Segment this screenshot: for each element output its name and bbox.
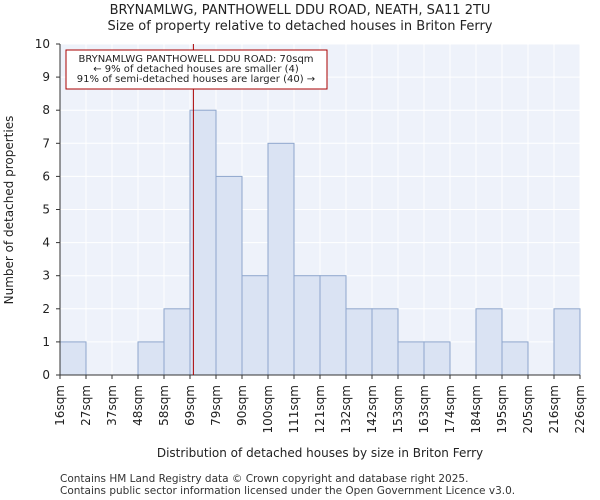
y-tick-label: 0 <box>42 368 50 382</box>
x-axis: 16sqm 27sqm 37sqm 48sqm 58sqm 69sqm 79sqm 90sqm… <box>53 374 587 433</box>
bar <box>241 275 269 376</box>
y-tick-label: 7 <box>42 136 50 150</box>
bar <box>189 109 217 376</box>
bar <box>553 308 581 376</box>
x-tick-label: 184sqm <box>469 385 483 433</box>
x-tick-label: 58sqm <box>157 385 171 426</box>
y-tick-label: 5 <box>42 203 50 217</box>
bar <box>137 341 165 376</box>
bar <box>215 175 243 376</box>
footer-line-1: Contains HM Land Registry data © Crown c… <box>60 473 469 485</box>
y-tick-label: 1 <box>42 335 50 349</box>
x-tick-label: 142sqm <box>365 385 379 433</box>
x-tick-label: 100sqm <box>261 385 275 433</box>
x-tick-label: 163sqm <box>417 385 431 433</box>
x-tick-label: 216sqm <box>547 385 561 433</box>
x-tick-label: 132sqm <box>339 385 353 433</box>
bar <box>293 275 321 376</box>
x-tick-label: 27sqm <box>79 385 93 426</box>
y-tick-label: 6 <box>42 169 50 183</box>
annotation-border <box>65 49 328 90</box>
y-tick-label: 4 <box>42 236 50 250</box>
x-tick-label: 16sqm <box>53 385 67 426</box>
footer-line-2: Contains public sector information licen… <box>60 485 516 497</box>
x-tick-label: 121sqm <box>313 385 327 433</box>
x-tick-label: 205sqm <box>521 385 535 433</box>
x-tick-label: 37sqm <box>105 385 119 426</box>
bar <box>59 341 87 376</box>
x-tick-label: 174sqm <box>443 385 457 433</box>
chart-title: BRYNAMLWG, PANTHOWELL DDU ROAD, NEATH, S… <box>109 3 491 18</box>
y-axis-label: Number of detached properties <box>2 116 16 305</box>
x-axis-label: Distribution of detached houses by size … <box>157 446 483 460</box>
bar <box>475 308 503 376</box>
y-axis: 0 1 2 3 4 5 6 7 8 9 10 <box>35 37 61 382</box>
x-tick-label: 90sqm <box>235 385 249 426</box>
y-tick-label: 3 <box>42 269 50 283</box>
chart-subtitle: Size of property relative to detached ho… <box>107 19 493 34</box>
x-tick-label: 79sqm <box>209 385 223 426</box>
y-tick-label: 8 <box>42 103 50 117</box>
annotation-line-1: BRYNAMLWG PANTHOWELL DDU ROAD: 70sqm <box>78 54 313 65</box>
bars <box>59 109 581 376</box>
bar <box>371 308 399 376</box>
x-tick-label: 111sqm <box>287 385 301 433</box>
x-tick-label: 195sqm <box>495 385 509 433</box>
bar <box>501 341 529 376</box>
bar <box>319 275 347 376</box>
bar <box>163 308 191 376</box>
y-tick-label: 9 <box>42 70 50 84</box>
bar <box>423 341 451 376</box>
annotation-line-2: ← 9% of detached houses are smaller (4) <box>93 64 299 75</box>
y-tick-label: 2 <box>42 302 50 316</box>
x-tick-label: 226sqm <box>573 385 587 433</box>
bar <box>345 308 373 376</box>
bar <box>267 142 295 376</box>
x-tick-label: 48sqm <box>131 385 145 426</box>
bar <box>397 341 425 376</box>
x-tick-label: 69sqm <box>183 385 197 426</box>
annotation-box: BRYNAMLWG PANTHOWELL DDU ROAD: 70sqm ← 9… <box>65 49 328 90</box>
x-tick-label: 153sqm <box>391 385 405 433</box>
annotation-line-3: 91% of semi-detached houses are larger (… <box>77 74 315 85</box>
y-tick-label: 10 <box>35 37 50 51</box>
